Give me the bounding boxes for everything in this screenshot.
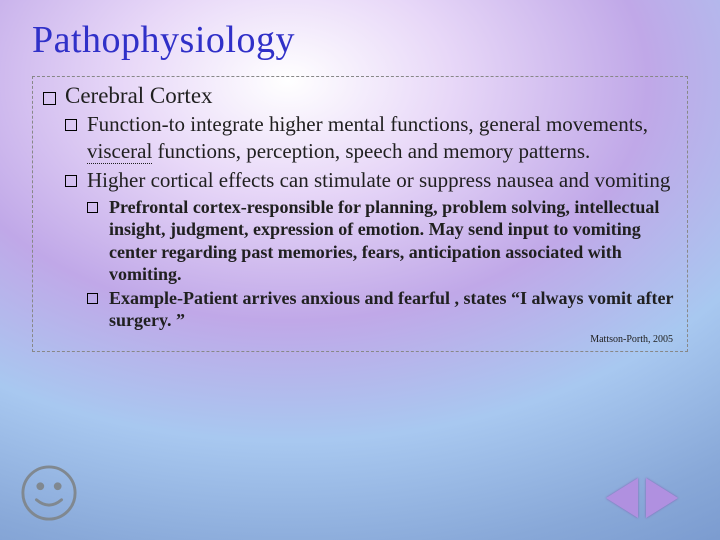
slide: Pathophysiology Cerebral Cortex Function… bbox=[0, 0, 720, 540]
point-text-c: functions, perception, speech and memory… bbox=[152, 139, 590, 163]
square-bullet-icon bbox=[65, 175, 77, 187]
citation-text: Mattson-Porth, 2005 bbox=[43, 334, 677, 345]
point-text: Prefrontal cortex-responsible for planni… bbox=[109, 197, 659, 285]
nav-arrows bbox=[606, 478, 678, 518]
point-text-a: Function-to integrate higher mental func… bbox=[87, 112, 648, 136]
bullet-level2-higher: Higher cortical effects can stimulate or… bbox=[43, 167, 677, 194]
square-bullet-icon bbox=[43, 92, 56, 105]
heading-text: Cerebral Cortex bbox=[65, 83, 213, 108]
slide-title: Pathophysiology bbox=[32, 18, 688, 62]
underlined-term: visceral bbox=[87, 139, 152, 164]
point-text: Higher cortical effects can stimulate or… bbox=[87, 168, 670, 192]
bullet-level2-function: Function-to integrate higher mental func… bbox=[43, 111, 677, 165]
square-bullet-icon bbox=[87, 293, 98, 304]
square-bullet-icon bbox=[87, 202, 98, 213]
square-bullet-icon bbox=[65, 119, 77, 131]
smiley-icon bbox=[20, 464, 78, 522]
next-arrow-icon[interactable] bbox=[646, 478, 678, 518]
content-box: Cerebral Cortex Function-to integrate hi… bbox=[32, 76, 688, 352]
bullet-level1-heading: Cerebral Cortex bbox=[43, 83, 677, 109]
bullet-level3-prefrontal: Prefrontal cortex-responsible for planni… bbox=[43, 196, 677, 286]
bullet-level3-example: Example-Patient arrives anxious and fear… bbox=[43, 287, 677, 332]
prev-arrow-icon[interactable] bbox=[606, 478, 638, 518]
point-text: Example-Patient arrives anxious and fear… bbox=[109, 288, 673, 331]
